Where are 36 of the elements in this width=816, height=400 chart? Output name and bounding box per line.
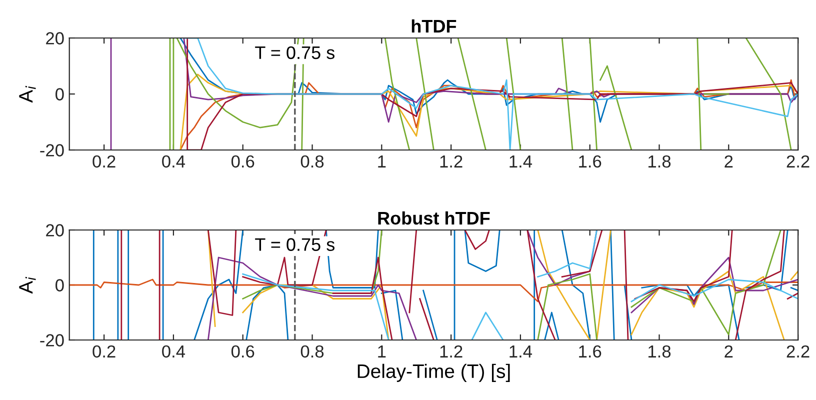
y-tick-label: -20 [40,334,64,346]
x-tick-label: 1 [378,156,386,168]
ref-line-label: T = 0.75 s [255,238,334,251]
chart-title: Robust hTDF [378,211,490,225]
y-tick-label: 20 [46,32,64,44]
y-tick-label: -20 [40,144,64,156]
y-tick-label: 20 [46,224,64,236]
x-tick-label: 2.2 [786,345,810,358]
x-tick-label: 0.4 [162,345,186,358]
x-tick-label: 1.2 [440,345,462,358]
x-axis-title: Delay-Time (T) [s] [358,364,510,382]
ref-line-label: T = 0.75 s [255,46,334,60]
x-tick-label: 1.8 [648,155,671,168]
x-tick-label: 0.8 [300,345,324,358]
x-tick-label: 0.2 [92,155,116,168]
x-tick-label: 1.8 [648,345,671,358]
x-tick-label: 0.6 [231,345,254,358]
chart-title: hTDF [412,19,456,32]
x-tick-label: 1.2 [440,155,462,168]
x-tick-label: 0.2 [92,345,116,358]
x-tick-label: 1.4 [510,346,532,358]
y-axis-title: A$_{i}$ [19,86,36,103]
x-tick-label: 2 [724,155,733,168]
x-tick-label: 0.4 [162,155,186,168]
y-tick-label: 0 [56,88,64,100]
x-tick-label: 0.8 [300,155,324,168]
x-tick-label: 2.2 [786,155,810,168]
x-tick-label: 1 [378,346,386,358]
y-tick-label: 0 [56,279,64,292]
line-series [69,278,798,302]
x-tick-label: 1.6 [579,155,602,168]
x-tick-label: 2 [724,345,733,358]
x-tick-label: 1.4 [510,156,532,168]
x-tick-label: 1.6 [579,345,602,358]
x-tick-label: 0.6 [231,155,254,168]
y-axis-title: A$_{i}$ [19,276,36,294]
